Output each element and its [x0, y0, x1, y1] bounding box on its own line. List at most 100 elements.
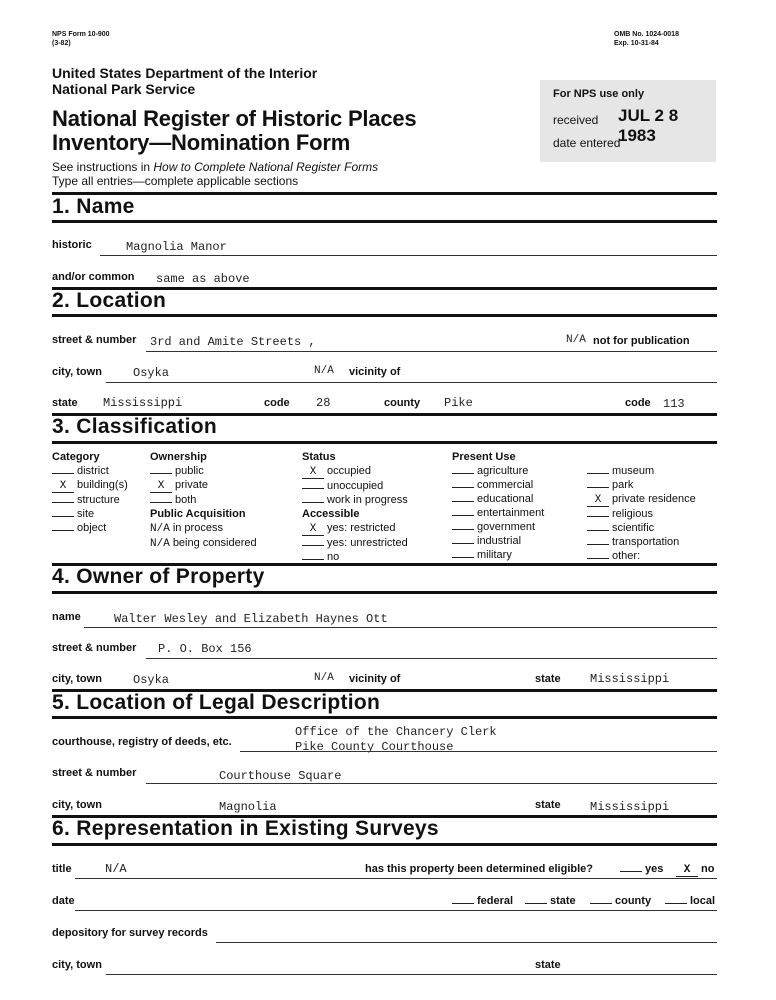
- checkbox-item[interactable]: both: [150, 493, 257, 507]
- check-mark: [302, 502, 324, 503]
- check-mark: [452, 557, 474, 558]
- state-option[interactable]: state: [525, 895, 576, 907]
- survey-state-label: state: [535, 959, 561, 971]
- checkbox-label: public: [175, 465, 204, 477]
- check-mark: [150, 473, 172, 474]
- check-mark: [150, 502, 172, 503]
- check-mark: [587, 544, 609, 545]
- checkbox-item[interactable]: unoccupied: [302, 479, 408, 493]
- checkbox-item[interactable]: other:: [587, 549, 696, 563]
- check-mark: [52, 502, 74, 503]
- checkbox-item[interactable]: commercial: [452, 478, 544, 492]
- survey-title-value: N/A: [105, 862, 127, 876]
- check-mark: [52, 530, 74, 531]
- field-line: [75, 878, 717, 879]
- checkbox-label: structure: [77, 494, 120, 506]
- form-title-1: National Register of Historic Places: [52, 106, 417, 131]
- county-code-label: code: [625, 397, 651, 409]
- checkbox-item[interactable]: district: [52, 464, 128, 478]
- checkbox-item[interactable]: site: [52, 507, 128, 521]
- federal-blank: [452, 903, 474, 904]
- checkbox-label: educational: [477, 493, 534, 505]
- checkbox-item[interactable]: park: [587, 478, 696, 492]
- city-value: Osyka: [133, 366, 170, 380]
- form-revision: (3-82): [52, 40, 71, 47]
- checkbox-item[interactable]: no: [302, 550, 408, 564]
- checkbox-item[interactable]: N/A in process: [150, 521, 257, 536]
- owner-state-value: Mississippi: [590, 672, 670, 686]
- field-line: [84, 627, 717, 628]
- owner-vicinity-value: N/A: [314, 672, 334, 684]
- classification-heading: Public Acquisition: [150, 508, 246, 520]
- checkbox-item[interactable]: scientific: [587, 521, 696, 535]
- checkbox-item[interactable]: object: [52, 521, 128, 535]
- checkbox-label: object: [77, 522, 107, 534]
- checkbox-item[interactable]: public: [150, 464, 257, 478]
- checkbox-item[interactable]: structure: [52, 493, 128, 507]
- check-mark: X: [150, 481, 172, 493]
- divider: [52, 843, 717, 846]
- courthouse-value-1: Office of the Chancery Clerk: [295, 725, 497, 739]
- check-mark: N/A: [150, 538, 170, 550]
- check-mark: [452, 515, 474, 516]
- checkbox-item[interactable]: military: [452, 548, 544, 562]
- local-option[interactable]: local: [665, 895, 715, 907]
- check-mark: X: [302, 467, 324, 479]
- check-mark: [302, 545, 324, 546]
- divider: [52, 314, 717, 317]
- owner-name-label: name: [52, 611, 81, 623]
- nfp-label: not for publication: [593, 335, 690, 347]
- check-mark: [587, 487, 609, 488]
- checkbox-item[interactable]: industrial: [452, 534, 544, 548]
- divider: [52, 815, 717, 818]
- expiration: Exp. 10-31-84: [614, 40, 659, 47]
- legal-state-label: state: [535, 799, 561, 811]
- common-label: and/or common: [52, 271, 135, 283]
- historic-value: Magnolia Manor: [126, 240, 227, 254]
- checkbox-item[interactable]: transportation: [587, 535, 696, 549]
- field-line: [75, 910, 717, 911]
- check-mark: [302, 488, 324, 489]
- checkbox-item[interactable]: yes: unrestricted: [302, 536, 408, 550]
- legal-street-label: street & number: [52, 767, 137, 779]
- checkbox-label: park: [612, 479, 634, 491]
- field-line: [146, 783, 717, 784]
- checkbox-item[interactable]: religious: [587, 507, 696, 521]
- checkbox-label: transportation: [612, 536, 680, 548]
- check-mark: [587, 516, 609, 517]
- checkbox-item[interactable]: museum: [587, 464, 696, 478]
- checkbox-label: site: [77, 508, 95, 520]
- owner-city-label: city, town: [52, 673, 102, 685]
- eligible-question: has this property been determined eligib…: [365, 863, 593, 875]
- checkbox-item[interactable]: entertainment: [452, 506, 544, 520]
- yes-label: yes: [645, 863, 664, 875]
- county-value: Pike: [444, 396, 473, 410]
- depository-label: depository for survey records: [52, 927, 208, 939]
- federal-option[interactable]: federal: [452, 895, 513, 907]
- divider: [52, 591, 717, 594]
- divider: [52, 716, 717, 719]
- county-option[interactable]: county: [590, 895, 651, 907]
- classification-heading: Present Use: [452, 451, 516, 463]
- checkbox-item[interactable]: N/A being considered: [150, 536, 257, 551]
- state-value: Mississippi: [103, 396, 183, 410]
- legal-street-value: Courthouse Square: [219, 769, 342, 783]
- divider: [52, 441, 717, 444]
- checkbox-item[interactable]: government: [452, 520, 544, 534]
- field-line: [216, 942, 717, 943]
- checkbox-item[interactable]: educational: [452, 492, 544, 506]
- instructions-title: How to Complete National Register Forms: [153, 160, 379, 174]
- date-entered-label: date entered: [553, 136, 621, 150]
- checkbox-item[interactable]: work in progress: [302, 493, 408, 507]
- eligible-yes[interactable]: yes: [620, 863, 663, 875]
- checkbox-item[interactable]: agriculture: [452, 464, 544, 478]
- check-mark: N/A: [150, 523, 170, 535]
